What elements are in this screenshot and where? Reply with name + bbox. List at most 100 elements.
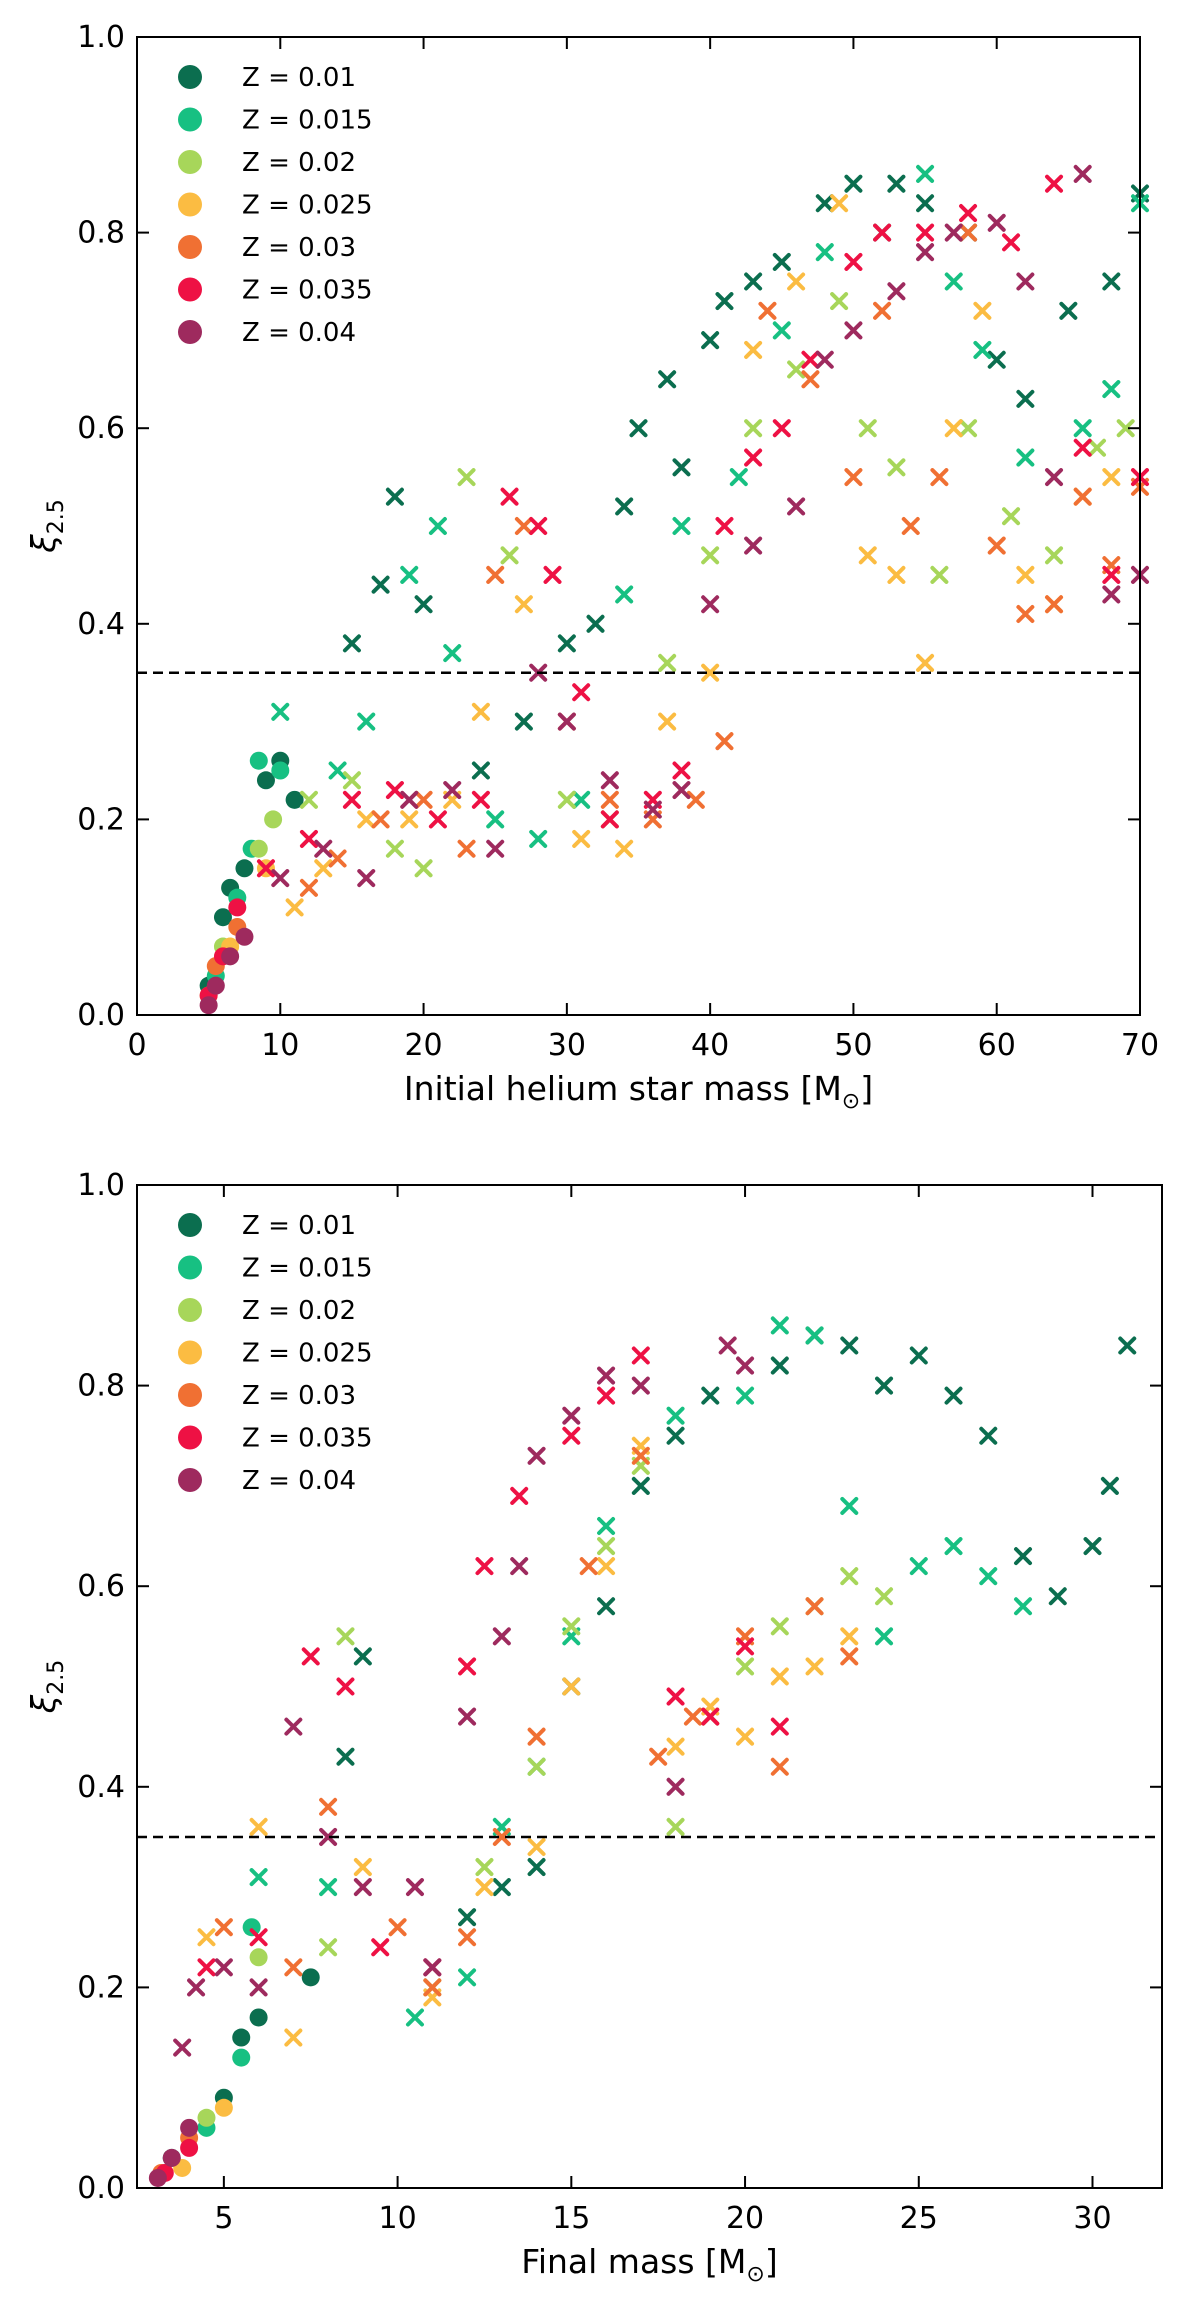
chart-bottom-cross-s1-15	[944, 1537, 963, 1556]
chart-top-circle-s1-3	[249, 751, 268, 770]
chart-top-cross-s6-20	[1016, 272, 1035, 291]
chart-top-cross-s5-18	[873, 223, 892, 242]
chart-top-legend-marker-0	[178, 65, 202, 89]
chart-top-cross-s6-17	[916, 243, 935, 262]
chart-top-cross-s0-6	[557, 634, 576, 653]
chart-bottom-cross-s1-11	[805, 1326, 824, 1345]
chart-bottom-cross-s0-2	[458, 1908, 477, 1927]
chart-bottom-cross-s5-7	[475, 1557, 494, 1576]
chart-top-cross-s6-2	[357, 869, 376, 888]
chart-bottom-x-tick-label-4: 25	[900, 2201, 938, 2236]
chart-bottom-cross-s3-3	[353, 1858, 372, 1877]
chart-bottom-legend-marker-4	[178, 1383, 202, 1407]
chart-top-cross-s2-20	[1116, 419, 1135, 438]
chart-top-y-axis-label: ξ2.5	[24, 499, 69, 553]
chart-top-cross-s4-0	[299, 878, 318, 897]
chart-bottom-cross-s1-7	[597, 1517, 616, 1536]
chart-bottom-cross-s2-4	[527, 1757, 546, 1776]
chart-top-cross-s6-0	[271, 869, 290, 888]
chart-top-cross-s2-5	[500, 546, 519, 565]
chart-bottom-legend-marker-1	[178, 1255, 202, 1280]
chart-bottom-cross-s1-12	[840, 1496, 859, 1515]
chart-top-cross-s1-13	[815, 243, 834, 262]
chart-top-cross-s6-21	[1045, 468, 1064, 487]
chart-top-cross-s6-22	[1073, 164, 1092, 183]
chart-top-cross-s0-13	[715, 292, 734, 311]
chart-bottom-cross-s0-18	[1048, 1587, 1067, 1606]
chart-bottom-cross-s4-4	[423, 1978, 442, 1997]
chart-top-cross-s1-6	[486, 810, 505, 829]
chart-top-cross-s3-0	[285, 898, 304, 917]
chart-top-cross-s4-4	[457, 839, 476, 858]
chart-top-cross-s0-23	[1059, 301, 1078, 320]
chart-bottom-cross-s0-20	[1100, 1476, 1119, 1495]
chart-bottom-legend-label-2: Z = 0.02	[242, 1296, 356, 1326]
chart-bottom-cross-s3-10	[666, 1737, 685, 1756]
chart-bottom-cross-s3-8	[597, 1557, 616, 1576]
chart-top-x-tick-label-0: 0	[127, 1028, 146, 1063]
chart-bottom-cross-s3-12	[736, 1727, 755, 1746]
chart-bottom-cross-s5-14	[736, 1637, 755, 1656]
chart-bottom-cross-s6-16	[666, 1777, 685, 1796]
chart-top-legend: Z = 0.01 Z = 0.015 Z = 0.02 Z = 0.025 Z = 0.…	[178, 63, 373, 348]
chart-top-cross-s3-3	[400, 810, 419, 829]
chart-bottom-legend-marker-0	[178, 1213, 202, 1237]
chart-top-cross-s0-1	[371, 575, 390, 594]
chart-top-x-tick-label-7: 70	[1121, 1028, 1159, 1063]
chart-top-cross-s5-2	[342, 790, 361, 809]
chart-bottom-cross-s5-9	[562, 1426, 581, 1445]
chart-top-y-tick-label-1: 0.2	[77, 802, 125, 837]
chart-top-cross-s6-10	[672, 781, 691, 800]
chart-bottom-cross-s5-3	[336, 1677, 355, 1696]
chart-bottom-cross-s6-0	[173, 2038, 192, 2057]
chart-bottom-cross-s2-10	[736, 1657, 755, 1676]
chart-top-cross-s4-16	[901, 517, 920, 535]
chart-top-cross-s4-1	[328, 849, 347, 868]
chart-top-cross-s1-17	[973, 340, 992, 359]
chart-top-legend-marker-2	[178, 150, 202, 174]
chart-top-cross-s5-23	[1073, 438, 1092, 457]
chart-top-cross-s4-2	[371, 810, 390, 829]
chart-top-cross-s6-11	[701, 595, 720, 614]
chart-top-cross-s1-9	[615, 585, 634, 604]
chart-bottom-x-tick-label-5: 30	[1073, 2201, 1111, 2236]
chart-top-cross-s0-5	[514, 712, 533, 731]
chart-bottom-frame	[136, 1184, 1163, 2189]
chart-bottom-circle-s6-0	[148, 2168, 167, 2187]
chart-top-legend-marker-5	[178, 277, 202, 302]
chart-bottom-circle-s1-2	[242, 1918, 261, 1937]
chart-top-frame	[136, 36, 1141, 1016]
chart-bottom-x-axis-label: Final mass [M⊙]	[521, 2242, 777, 2287]
chart-bottom-x-tick-label-1: 10	[378, 2201, 416, 2236]
chart-bottom-legend-marker-6	[178, 1468, 202, 1492]
chart-bottom-x-tick-label-3: 20	[726, 2201, 764, 2236]
chart-bottom-cross-s2-13	[840, 1567, 859, 1586]
chart-bottom-x-tick-label-0: 5	[214, 2201, 233, 2236]
chart-bottom-ticks: 5 10 15 20 25 30 0.0 0.2 0.4 0.6 0.8 1.0	[77, 1168, 1162, 2236]
chart-top-cross-s5-14	[744, 448, 763, 467]
chart-bottom-cross-s0-9	[701, 1386, 720, 1405]
chart-bottom-cross-s1-8	[666, 1406, 685, 1425]
chart-bottom-cross-s5-13	[701, 1707, 720, 1726]
chart-bottom-legend-label-0: Z = 0.01	[242, 1211, 356, 1241]
chart-top-cross-s3-1	[314, 859, 333, 878]
chart-bottom-legend-label-6: Z = 0.04	[242, 1466, 356, 1496]
chart-top-cross-s2-6	[557, 790, 576, 809]
chart-bottom-cross-s3-6	[527, 1837, 546, 1856]
chart-bottom-cross-s6-10	[492, 1627, 511, 1646]
chart-top: 0 10 20 30 40 50 60 70 0.0 0.2 0.4 0.6 0.8 1.0 Z = 0.…	[24, 20, 1159, 1114]
chart-top-cross-s2-14	[887, 458, 906, 477]
chart-bottom-legend-marker-3	[178, 1340, 202, 1365]
chart-top-cross-s3-18	[973, 301, 992, 320]
chart-top-cross-s5-10	[600, 810, 619, 829]
chart-bottom-cross-s1-10	[770, 1316, 789, 1335]
chart-top-cross-s2-1	[342, 771, 361, 790]
chart-top-cross-s1-20	[1102, 380, 1121, 399]
chart-bottom-cross-s5-11	[631, 1346, 650, 1365]
chart-top-x-tick-label-2: 20	[404, 1028, 442, 1063]
chart-top-cross-s4-20	[1016, 605, 1035, 624]
chart-top-cross-s3-2	[357, 810, 376, 829]
chart-top-cross-s2-2	[385, 839, 404, 858]
chart-bottom-cross-s6-3	[249, 1978, 268, 1997]
